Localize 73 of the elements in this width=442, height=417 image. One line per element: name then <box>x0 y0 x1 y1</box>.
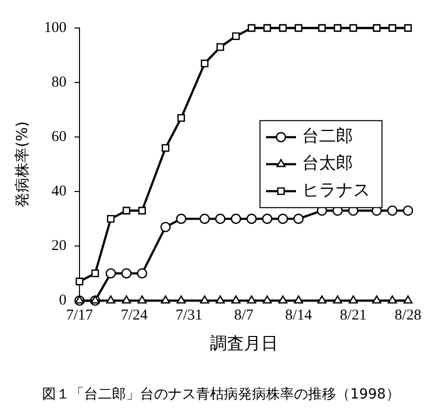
point <box>372 24 381 32</box>
legend-label: ヒラナス <box>302 180 370 201</box>
point <box>121 268 132 278</box>
point <box>216 43 224 51</box>
point <box>176 214 186 224</box>
x-tick-label: 8/7 <box>234 308 254 324</box>
point <box>74 295 84 304</box>
point <box>388 24 396 32</box>
x-tick-label: 8/14 <box>285 308 312 324</box>
point <box>372 295 382 304</box>
point <box>136 268 148 278</box>
x-tick-label: 7/31 <box>176 308 202 324</box>
y-tick-label: 80 <box>52 74 66 90</box>
point <box>160 295 170 304</box>
point <box>160 222 171 232</box>
point <box>199 214 210 224</box>
point <box>262 295 272 304</box>
point <box>106 268 116 278</box>
point <box>90 295 100 304</box>
point <box>388 295 397 304</box>
x-tick-label: 8/28 <box>394 308 422 324</box>
point <box>262 214 272 224</box>
y-tick-label: 20 <box>52 238 66 254</box>
point <box>176 295 186 304</box>
point <box>138 206 146 214</box>
point <box>387 205 398 216</box>
y-tick-label: 0 <box>59 292 66 309</box>
point <box>404 24 412 32</box>
point <box>216 295 225 304</box>
x-tick-label: 8/21 <box>340 308 367 324</box>
legend-label: 台二郎 <box>302 126 353 147</box>
point <box>294 295 304 304</box>
point <box>106 214 115 223</box>
y-axis-title: 発病株率(%) <box>12 121 31 208</box>
point <box>333 295 342 304</box>
point <box>200 295 210 304</box>
point <box>232 32 240 40</box>
point <box>76 278 84 286</box>
point <box>246 214 257 224</box>
point <box>230 214 242 224</box>
y-tick-label: 60 <box>52 128 66 145</box>
point <box>200 60 208 68</box>
point <box>278 295 288 304</box>
point <box>122 206 130 214</box>
legend-label: 台太郎 <box>302 154 353 174</box>
point <box>91 270 99 278</box>
point <box>402 205 414 216</box>
caption: 図１「台二郎」台のナス青枯病発病株率の推移（1998） <box>42 386 400 403</box>
point <box>231 295 240 304</box>
point <box>162 144 170 152</box>
point <box>403 295 413 304</box>
point <box>177 114 186 122</box>
point <box>318 24 326 32</box>
point <box>278 214 288 224</box>
point <box>279 24 287 32</box>
point <box>122 295 131 304</box>
y-tick-label: 40 <box>52 183 66 200</box>
point <box>334 24 342 32</box>
x-tick-label: 7/24 <box>120 308 148 324</box>
point <box>248 24 256 32</box>
point <box>215 214 226 224</box>
point <box>349 24 358 32</box>
point <box>348 295 358 304</box>
point <box>294 24 302 32</box>
point <box>317 295 327 304</box>
y-tick-label: 100 <box>44 20 66 36</box>
point <box>106 295 116 304</box>
point <box>247 295 256 304</box>
x-tick-label: 7/17 <box>66 308 94 324</box>
x-axis-title: 調査月日 <box>210 334 278 354</box>
point <box>293 214 304 224</box>
point <box>263 24 272 32</box>
point <box>138 295 147 304</box>
